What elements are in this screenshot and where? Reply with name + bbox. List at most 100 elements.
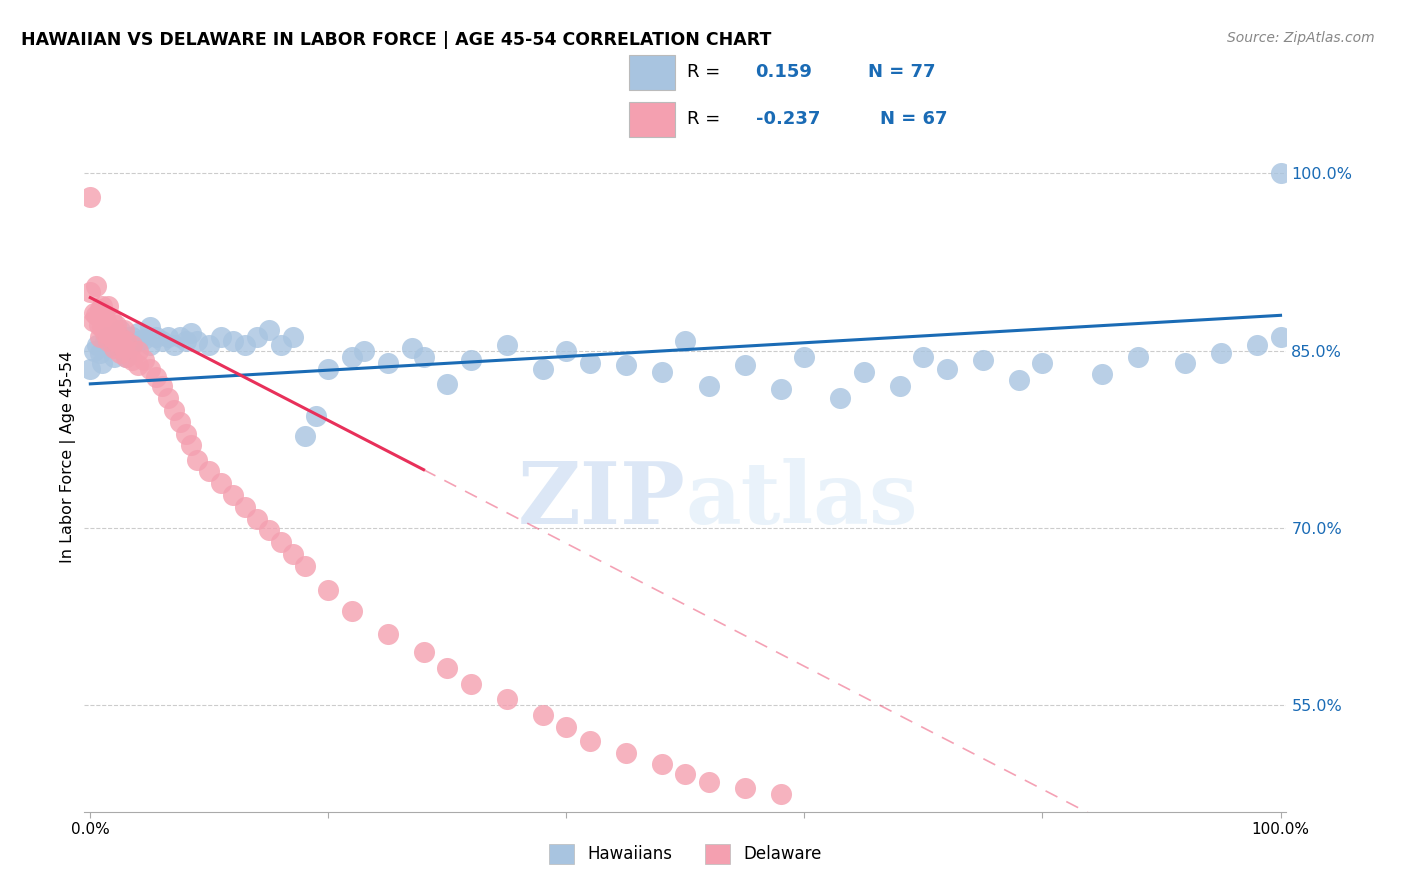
Point xyxy=(460,677,482,691)
Point xyxy=(353,343,375,358)
Point xyxy=(162,403,184,417)
Point xyxy=(257,322,280,336)
Point xyxy=(1031,356,1053,370)
Point xyxy=(412,350,434,364)
Point xyxy=(93,310,115,325)
Point xyxy=(103,342,125,356)
Point xyxy=(186,452,208,467)
Point xyxy=(233,338,256,352)
Point xyxy=(112,342,135,356)
Point xyxy=(103,350,125,364)
Point xyxy=(115,350,138,364)
Point xyxy=(305,409,328,423)
Point xyxy=(100,329,122,343)
Point xyxy=(555,343,578,358)
Point xyxy=(401,342,423,356)
Point xyxy=(156,391,179,405)
Point xyxy=(103,329,125,343)
Point xyxy=(139,361,162,376)
Point xyxy=(531,361,554,376)
Point xyxy=(97,340,120,354)
Point xyxy=(79,285,101,299)
Point xyxy=(555,720,578,734)
Text: 0.159: 0.159 xyxy=(755,63,813,81)
Point xyxy=(222,334,245,349)
Point xyxy=(84,309,107,323)
Point xyxy=(121,338,143,352)
Point xyxy=(270,535,292,549)
Point xyxy=(340,350,363,364)
Point xyxy=(281,329,304,343)
Point xyxy=(496,338,519,352)
Legend: Hawaiians, Delaware: Hawaiians, Delaware xyxy=(543,837,828,871)
Point xyxy=(496,692,519,706)
Point xyxy=(108,329,131,343)
Point xyxy=(697,379,720,393)
Point xyxy=(852,365,875,379)
Point xyxy=(108,322,131,336)
Point xyxy=(912,350,935,364)
Point xyxy=(734,358,756,372)
Point xyxy=(115,350,138,364)
Point xyxy=(105,338,128,352)
Point xyxy=(121,329,143,343)
Point xyxy=(150,379,173,393)
Point xyxy=(91,299,114,313)
Point xyxy=(93,334,115,349)
Point xyxy=(651,365,673,379)
Point xyxy=(108,346,131,360)
Point xyxy=(91,320,114,334)
Point xyxy=(246,511,269,525)
Point xyxy=(734,781,756,796)
Point xyxy=(830,391,852,405)
Point xyxy=(1091,368,1114,382)
Point xyxy=(83,343,105,358)
Point xyxy=(89,302,111,317)
Point xyxy=(209,329,232,343)
Y-axis label: In Labor Force | Age 45-54: In Labor Force | Age 45-54 xyxy=(60,351,76,563)
Point xyxy=(1270,329,1292,343)
Point xyxy=(127,358,149,372)
Point xyxy=(115,329,138,343)
Point xyxy=(108,332,131,346)
Point xyxy=(174,426,197,441)
Text: R =: R = xyxy=(688,111,725,128)
Point xyxy=(257,524,280,538)
Point xyxy=(100,334,122,349)
Point xyxy=(294,558,316,573)
Point xyxy=(97,334,120,349)
Point xyxy=(115,334,138,349)
Point xyxy=(769,787,792,801)
Point xyxy=(169,415,191,429)
Point xyxy=(209,476,232,491)
Point xyxy=(127,334,149,349)
Point xyxy=(145,329,167,343)
Text: N = 67: N = 67 xyxy=(880,111,948,128)
Point xyxy=(91,356,114,370)
Point xyxy=(246,329,269,343)
Point xyxy=(675,334,697,349)
Point xyxy=(1126,350,1149,364)
Point xyxy=(89,329,111,343)
Point xyxy=(460,353,482,368)
Point xyxy=(87,318,110,332)
Point xyxy=(83,306,105,320)
Point xyxy=(115,334,138,349)
Point xyxy=(270,338,292,352)
Text: atlas: atlas xyxy=(686,458,918,541)
Point xyxy=(377,356,399,370)
Text: R =: R = xyxy=(688,63,725,81)
Point xyxy=(412,645,434,659)
Point xyxy=(162,338,184,352)
Point xyxy=(972,353,994,368)
Point xyxy=(145,369,167,384)
Point xyxy=(97,318,120,332)
Text: Source: ZipAtlas.com: Source: ZipAtlas.com xyxy=(1227,31,1375,45)
FancyBboxPatch shape xyxy=(628,102,675,137)
Point xyxy=(936,361,959,376)
Point xyxy=(121,353,143,368)
Point xyxy=(531,707,554,722)
Point xyxy=(79,190,101,204)
Point xyxy=(377,627,399,641)
Point xyxy=(82,314,104,328)
